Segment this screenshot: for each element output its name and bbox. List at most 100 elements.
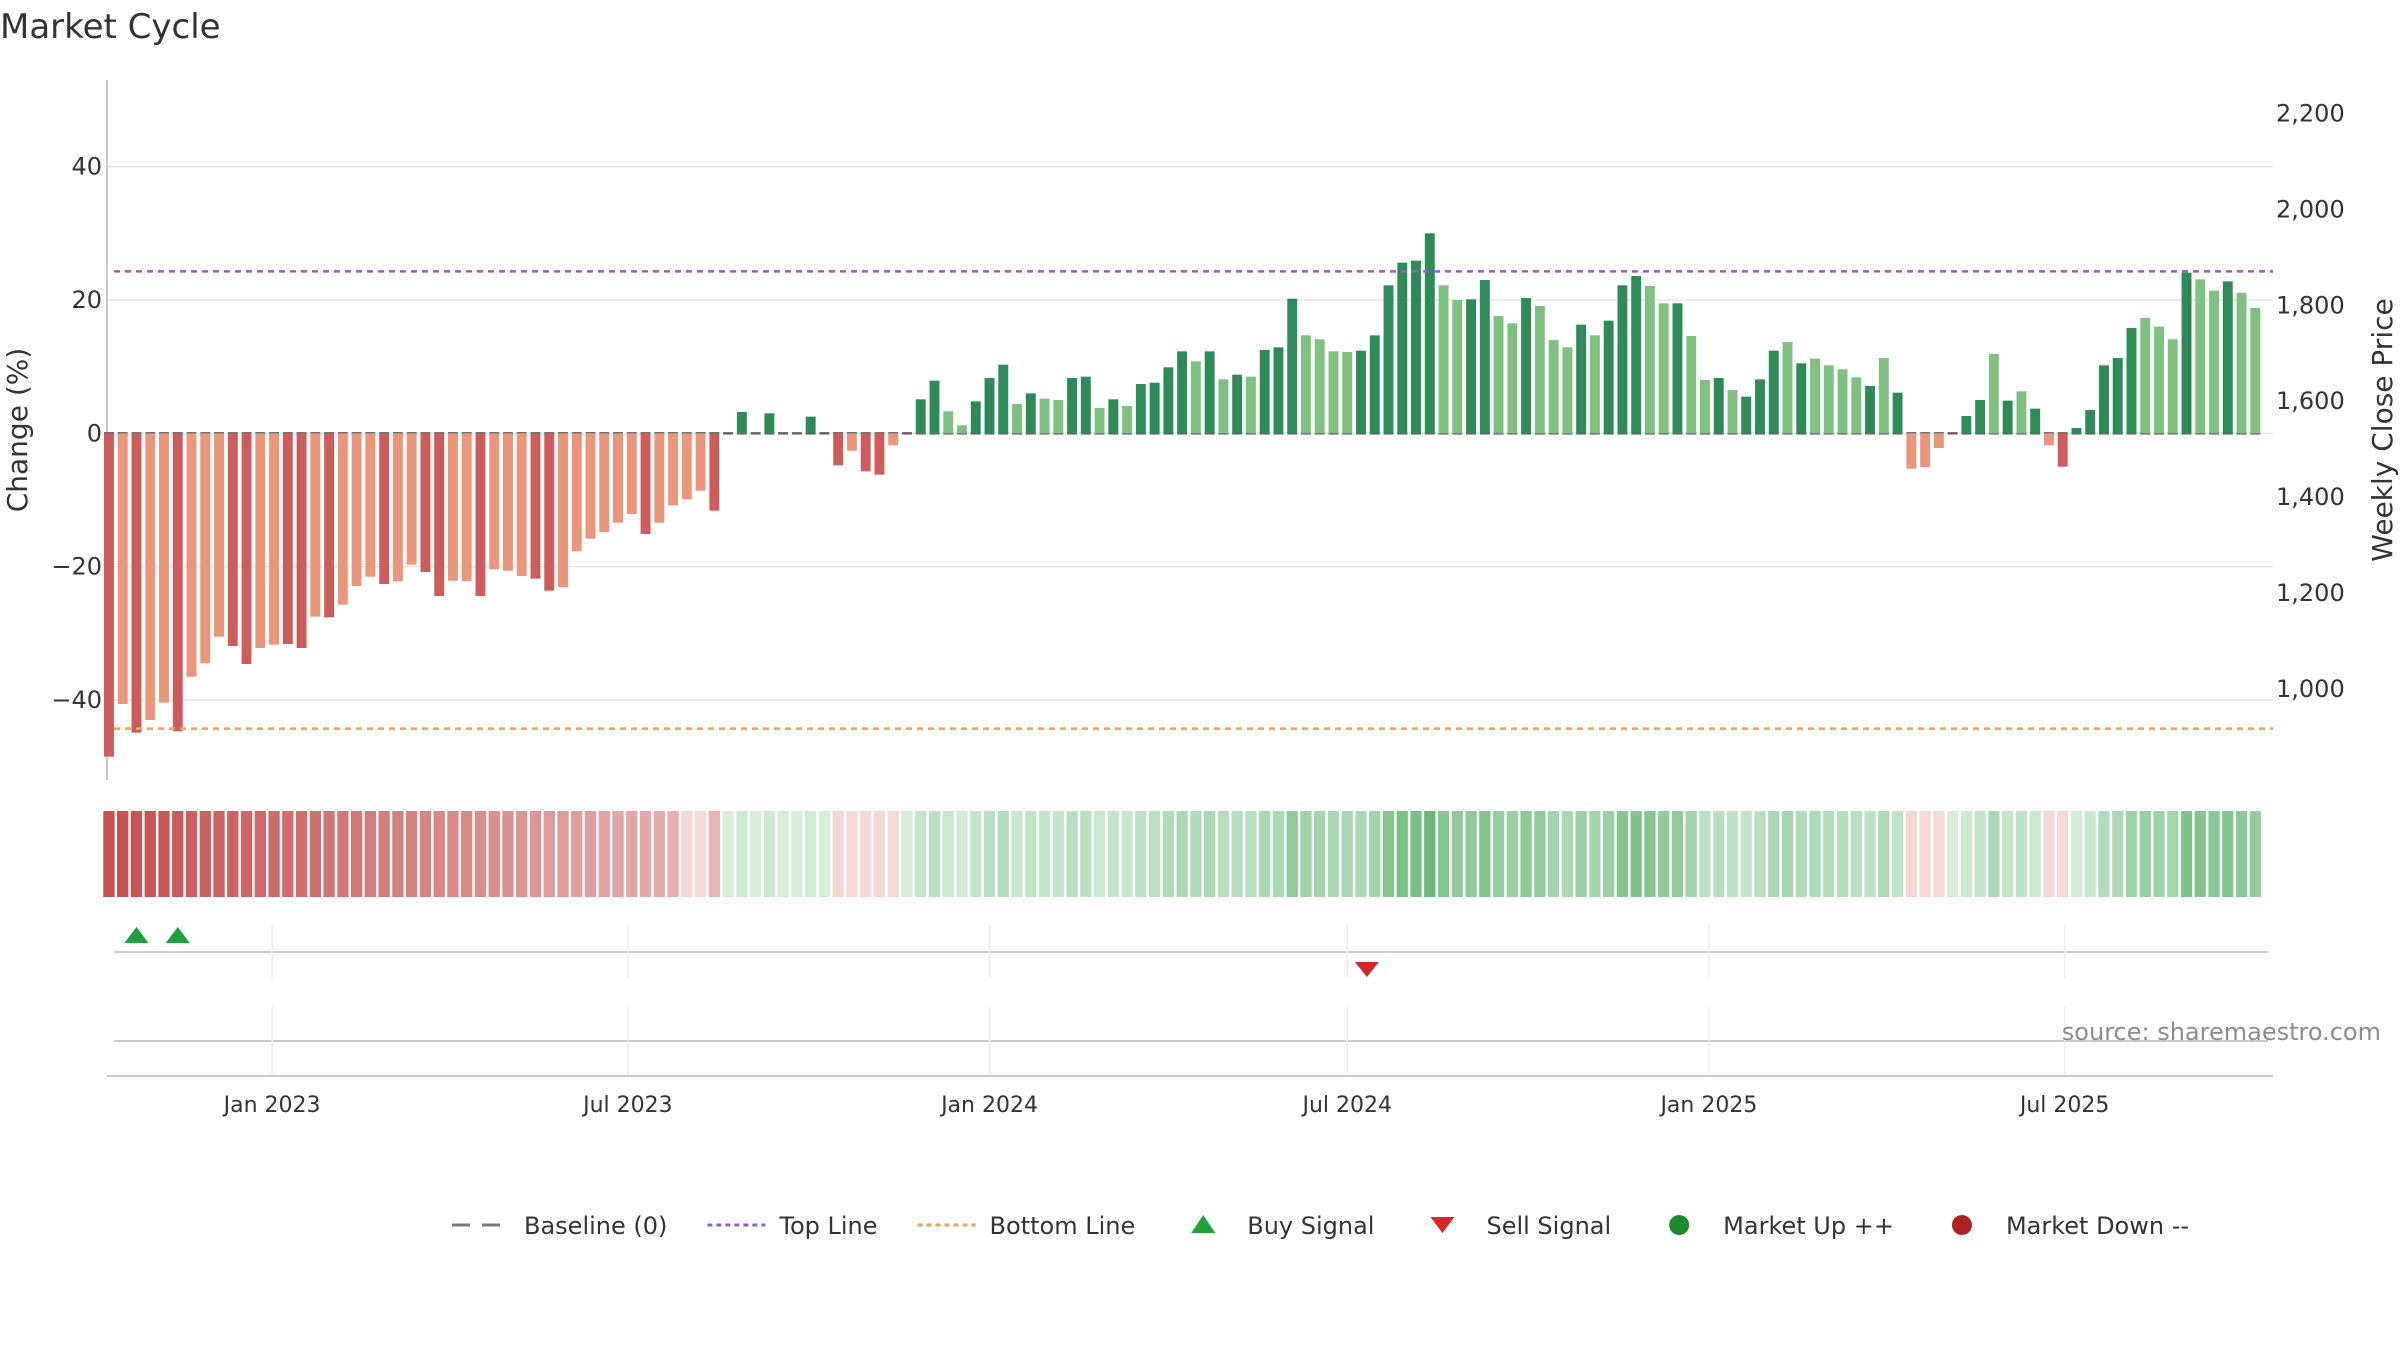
bar	[1232, 374, 1243, 434]
strip-cell	[612, 811, 624, 897]
strip-cell	[1465, 811, 1477, 897]
right-tick-label: 1,000	[2276, 675, 2345, 703]
buy-signal-marker	[165, 927, 190, 943]
bar	[489, 433, 500, 570]
left-axis-title: Change (%)	[1, 348, 34, 513]
bar	[1163, 367, 1174, 434]
signal-markers	[124, 927, 1379, 977]
bar	[2112, 358, 2123, 434]
bar	[241, 433, 252, 664]
strip-cell	[1135, 811, 1147, 897]
buy-signal-marker	[124, 927, 149, 943]
bar	[2057, 433, 2068, 467]
bar-series	[104, 233, 2261, 757]
bar	[1562, 347, 1573, 434]
bar	[736, 412, 747, 434]
strip-cell	[1575, 811, 1587, 897]
x-tick-label: Jul 2024	[1300, 1093, 1392, 1118]
bar	[1012, 404, 1022, 434]
bar	[104, 433, 114, 757]
cycle-strip	[103, 811, 2261, 897]
legend-label: Top Line	[778, 1212, 877, 1240]
strip-cell	[1740, 811, 1752, 897]
strip-cell	[419, 811, 432, 897]
strip-cell	[708, 811, 720, 897]
bar	[1878, 358, 1889, 434]
strip-cell	[749, 811, 762, 897]
strip-cell	[846, 811, 858, 897]
legend-item: Market Up ++	[1669, 1212, 1894, 1240]
bar	[2250, 308, 2261, 434]
strip-cell	[983, 811, 996, 897]
strip-cell	[1919, 811, 1931, 897]
strip-cell	[1781, 811, 1794, 897]
strip-cell	[227, 811, 239, 897]
strip-cell	[1025, 811, 1037, 897]
strip-cell	[1891, 811, 1904, 897]
strip-cell	[488, 811, 500, 897]
bar	[530, 433, 541, 579]
bar	[310, 433, 321, 617]
bar	[461, 433, 472, 582]
bar	[1108, 399, 1119, 434]
left-tick-label: 20	[71, 286, 102, 314]
bar	[1067, 378, 1078, 434]
strip-cell	[1754, 811, 1766, 897]
strip-cell	[1589, 811, 1601, 897]
strip-cell	[1093, 811, 1106, 897]
strip-cell	[942, 811, 954, 897]
right-tick-label: 2,000	[2276, 195, 2345, 223]
bar	[2154, 326, 2164, 434]
legend-label: Sell Signal	[1486, 1212, 1611, 1240]
strip-cell	[516, 811, 528, 897]
bar	[1576, 324, 1587, 434]
bar	[571, 433, 582, 552]
bar	[406, 433, 417, 565]
bar	[1342, 352, 1353, 434]
bar	[420, 433, 431, 572]
strip-cell	[1988, 811, 2000, 897]
bar	[1534, 306, 1545, 434]
bar	[227, 433, 238, 646]
strip-cell	[199, 811, 211, 897]
bar	[337, 433, 348, 605]
strip-cell	[584, 811, 597, 897]
strip-cell	[901, 811, 913, 897]
bar	[1190, 361, 1201, 434]
x-tick-label: Jul 2023	[581, 1093, 673, 1118]
bar	[1686, 336, 1697, 434]
bar	[833, 433, 844, 466]
strip-cell	[323, 811, 335, 897]
bar	[379, 433, 390, 584]
bar	[2195, 279, 2206, 434]
bar	[874, 433, 885, 475]
signal-panel	[107, 925, 2273, 1077]
bar	[1589, 335, 1600, 434]
bar	[1411, 260, 1421, 434]
strip-cell	[1561, 811, 1574, 897]
bar	[1713, 378, 1724, 434]
strip-cell	[1878, 811, 1890, 897]
strip-cell	[1726, 811, 1739, 897]
bar	[585, 433, 596, 539]
legend-label: Market Down --	[2006, 1212, 2189, 1240]
strip-cell	[777, 811, 789, 897]
bar	[846, 433, 857, 451]
strip-cell	[1162, 811, 1175, 897]
strip-cell	[653, 811, 665, 897]
bar	[1851, 377, 1862, 434]
strip-cell	[254, 811, 266, 897]
bar	[172, 433, 183, 732]
strip-cell	[736, 811, 748, 897]
bar	[943, 411, 954, 434]
strip-cell	[2070, 811, 2083, 897]
strip-cell	[117, 811, 129, 897]
bar	[159, 433, 169, 703]
bar	[1521, 298, 1532, 434]
strip-cell	[2015, 811, 2028, 897]
strip-cell	[2222, 811, 2234, 897]
strip-cell	[378, 811, 390, 897]
bar	[1672, 303, 1683, 434]
strip-cell	[1520, 811, 1532, 897]
strip-cell	[2098, 811, 2110, 897]
